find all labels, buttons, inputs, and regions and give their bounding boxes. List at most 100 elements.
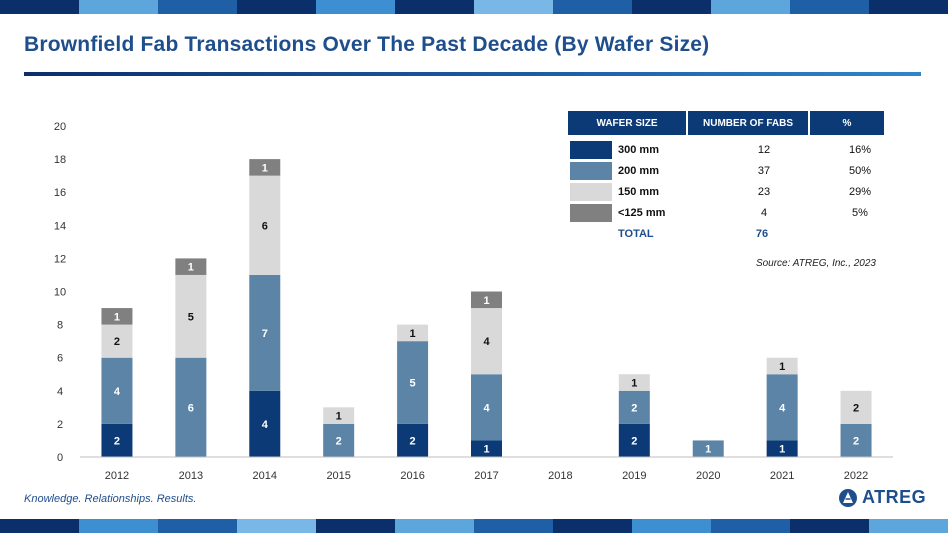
data-label: 1 xyxy=(483,444,489,456)
atreg-logo: ATREG xyxy=(838,487,926,508)
company-tagline: Knowledge. Relationships. Results. xyxy=(24,493,197,505)
wafer-size-label: 300 mm xyxy=(618,143,659,156)
bar-segment xyxy=(766,440,798,457)
y-tick-label: 14 xyxy=(54,220,66,232)
bar-segment xyxy=(175,274,207,358)
fab-percent: 50% xyxy=(848,164,872,177)
data-label: 1 xyxy=(631,378,637,390)
data-label: 4 xyxy=(483,402,490,414)
data-label: 2 xyxy=(853,402,859,414)
table-row: 300 mm 12 16% xyxy=(568,139,886,160)
table-header-row: WAFER SIZE NUMBER OF FABS % xyxy=(568,111,886,135)
wafer-size-label: 200 mm xyxy=(618,164,659,177)
data-label: 1 xyxy=(262,162,268,174)
source-note: Source: ATREG, Inc., 2023 xyxy=(755,258,876,269)
data-label: 5 xyxy=(188,311,194,323)
fab-count: 12 xyxy=(757,143,771,156)
fab-percent: 16% xyxy=(848,143,872,156)
bar-segment xyxy=(618,423,650,457)
legend-swatch-150mm xyxy=(570,182,612,201)
x-axis: 2012 2013 2014 2015 2016 2017 2018 2019 2020 2021… xyxy=(80,456,893,482)
bar-segment xyxy=(101,423,133,457)
bar-segment xyxy=(766,374,798,441)
y-tick-label: 2 xyxy=(57,419,63,431)
bar-segment xyxy=(323,407,355,424)
data-label: 4 xyxy=(114,386,121,398)
total-value: 76 xyxy=(755,227,769,240)
bar-segment xyxy=(397,324,429,342)
title-divider xyxy=(24,72,921,76)
bar-segment xyxy=(840,423,872,457)
data-label: 1 xyxy=(188,262,194,274)
fab-count: 4 xyxy=(760,206,768,219)
bar-segment xyxy=(471,308,502,375)
bar-segment xyxy=(766,357,798,375)
bar-segment xyxy=(249,390,281,457)
bar-segment xyxy=(249,175,281,275)
legend-swatch-125mm xyxy=(570,203,612,222)
data-label: 1 xyxy=(410,328,416,340)
bar-segment xyxy=(249,159,281,176)
wafer-size-label: <125 mm xyxy=(618,206,666,219)
data-label: 1 xyxy=(705,444,711,456)
data-label: 1 xyxy=(114,311,120,323)
bar-segment xyxy=(101,324,133,358)
y-tick-label: 10 xyxy=(54,287,66,299)
data-label: 2 xyxy=(631,435,637,447)
x-tick-label: 2016 xyxy=(400,470,424,482)
header-percent: % xyxy=(810,111,884,135)
data-label: 7 xyxy=(262,328,268,340)
bar-segment xyxy=(692,440,724,457)
data-label: 6 xyxy=(188,402,194,414)
data-label: 1 xyxy=(483,295,489,307)
bar-segment xyxy=(249,274,281,391)
data-label: 4 xyxy=(779,402,786,414)
table-row: <125 mm 4 5% xyxy=(568,202,886,223)
bar-segment xyxy=(101,308,133,325)
data-label: 2 xyxy=(631,402,637,414)
bar-segment xyxy=(618,374,650,391)
x-tick-label: 2020 xyxy=(696,470,720,482)
top-decor-strip xyxy=(0,0,948,14)
logo-globe-icon xyxy=(839,488,857,507)
data-label: 4 xyxy=(483,336,490,348)
data-label: 2 xyxy=(853,435,859,447)
y-tick-label: 0 xyxy=(57,452,63,464)
data-label: 2 xyxy=(114,336,120,348)
bar-segment xyxy=(397,341,429,424)
bar-segment xyxy=(471,440,502,457)
data-label: 1 xyxy=(336,411,342,423)
fab-percent: 5% xyxy=(852,206,868,219)
fab-percent: 29% xyxy=(848,185,872,198)
bar-segment xyxy=(618,390,650,424)
data-label: 1 xyxy=(779,361,785,373)
bar-segment xyxy=(840,390,872,424)
fab-count: 23 xyxy=(757,185,771,198)
x-tick-label: 2017 xyxy=(474,470,498,482)
data-label: 1 xyxy=(779,444,785,456)
data-label: 2 xyxy=(336,435,342,447)
x-tick-label: 2022 xyxy=(844,470,868,482)
table-row: 150 mm 23 29% xyxy=(568,181,886,202)
x-tick-label: 2018 xyxy=(548,470,572,482)
y-tick-label: 18 xyxy=(54,154,66,166)
bar-segment xyxy=(175,258,207,275)
table-total-row: TOTAL 76 xyxy=(568,223,886,244)
y-tick-label: 16 xyxy=(54,187,66,199)
data-label: 6 xyxy=(262,220,268,232)
legend-swatch-200mm xyxy=(570,161,612,180)
x-tick-label: 2021 xyxy=(770,470,794,482)
x-tick-label: 2014 xyxy=(253,470,277,482)
data-label: 4 xyxy=(262,419,269,431)
fab-count: 37 xyxy=(757,164,771,177)
bar-segment xyxy=(471,374,502,441)
bottom-decor-strip xyxy=(0,519,948,533)
y-tick-label: 20 xyxy=(54,121,66,133)
y-axis: 0 2 4 6 8 10 12 14 16 18 20 xyxy=(54,121,66,464)
wafer-size-table: WAFER SIZE NUMBER OF FABS % 300 mm 12 16… xyxy=(568,111,886,244)
page-title: Brownfield Fab Transactions Over The Pas… xyxy=(24,33,710,56)
header-wafer-size: WAFER SIZE xyxy=(568,111,686,135)
y-tick-label: 8 xyxy=(57,320,63,332)
